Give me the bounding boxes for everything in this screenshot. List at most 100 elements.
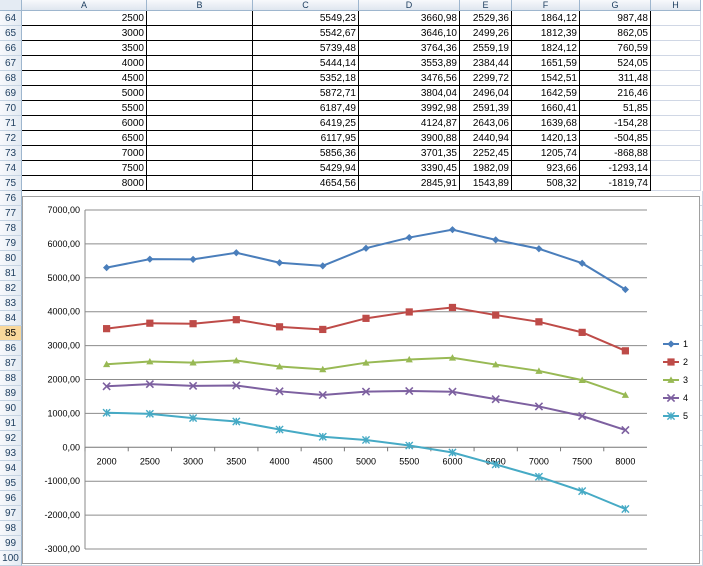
cell-d74[interactable]: 3390,45: [359, 161, 460, 176]
row-header-65[interactable]: 65: [0, 26, 22, 41]
cell-b75[interactable]: [147, 176, 253, 191]
cell-a73[interactable]: 7000: [22, 146, 147, 161]
cell-f72[interactable]: 1420,13: [512, 131, 580, 146]
row-header-83[interactable]: 83: [0, 296, 22, 311]
cell-f64[interactable]: 1864,12: [512, 11, 580, 26]
row-header-92[interactable]: 92: [0, 431, 22, 446]
cell-f75[interactable]: 508,32: [512, 176, 580, 191]
row-header-87[interactable]: 87: [0, 356, 22, 371]
cell-h75[interactable]: [651, 176, 701, 191]
row-header-73[interactable]: 73: [0, 146, 22, 161]
row-header-71[interactable]: 71: [0, 116, 22, 131]
row-header-69[interactable]: 69: [0, 86, 22, 101]
column-header-d[interactable]: D: [359, 0, 460, 11]
cell-b73[interactable]: [147, 146, 253, 161]
cell-g74[interactable]: -1293,14: [580, 161, 651, 176]
cell-c75[interactable]: 4654,56: [253, 176, 359, 191]
column-header-g[interactable]: G: [580, 0, 651, 11]
column-header-b[interactable]: B: [147, 0, 253, 11]
row-header-74[interactable]: 74: [0, 161, 22, 176]
cell-b68[interactable]: [147, 71, 253, 86]
cell-f66[interactable]: 1824,12: [512, 41, 580, 56]
row-header-76[interactable]: 76: [0, 191, 22, 206]
cell-c66[interactable]: 5739,48: [253, 41, 359, 56]
cell-d72[interactable]: 3900,88: [359, 131, 460, 146]
row-header-90[interactable]: 90: [0, 401, 22, 416]
cell-h67[interactable]: [651, 56, 701, 71]
cell-a74[interactable]: 7500: [22, 161, 147, 176]
cell-g68[interactable]: 311,48: [580, 71, 651, 86]
cell-e69[interactable]: 2496,04: [460, 86, 512, 101]
row-header-84[interactable]: 84: [0, 311, 22, 326]
cell-a69[interactable]: 5000: [22, 86, 147, 101]
row-header-80[interactable]: 80: [0, 251, 22, 266]
cell-c65[interactable]: 5542,67: [253, 26, 359, 41]
cell-c73[interactable]: 5856,36: [253, 146, 359, 161]
row-header-99[interactable]: 99: [0, 536, 22, 551]
cell-h68[interactable]: [651, 71, 701, 86]
row-header-94[interactable]: 94: [0, 461, 22, 476]
column-header-e[interactable]: E: [460, 0, 512, 11]
cell-g69[interactable]: 216,46: [580, 86, 651, 101]
row-header-89[interactable]: 89: [0, 386, 22, 401]
cell-e75[interactable]: 1543,89: [460, 176, 512, 191]
cell-b64[interactable]: [147, 11, 253, 26]
cell-a70[interactable]: 5500: [22, 101, 147, 116]
column-header-a[interactable]: A: [22, 0, 147, 11]
cell-e65[interactable]: 2499,26: [460, 26, 512, 41]
cell-b65[interactable]: [147, 26, 253, 41]
cell-g73[interactable]: -868,88: [580, 146, 651, 161]
cell-d68[interactable]: 3476,56: [359, 71, 460, 86]
row-header-64[interactable]: 64: [0, 11, 22, 26]
cell-b66[interactable]: [147, 41, 253, 56]
cell-c67[interactable]: 5444,14: [253, 56, 359, 71]
cell-h71[interactable]: [651, 116, 701, 131]
cell-h72[interactable]: [651, 131, 701, 146]
row-header-98[interactable]: 98: [0, 521, 22, 536]
cell-b69[interactable]: [147, 86, 253, 101]
row-header-93[interactable]: 93: [0, 446, 22, 461]
column-header-f[interactable]: F: [512, 0, 580, 11]
cell-d71[interactable]: 4124,87: [359, 116, 460, 131]
cell-e71[interactable]: 2643,06: [460, 116, 512, 131]
cell-d64[interactable]: 3660,98: [359, 11, 460, 26]
row-header-86[interactable]: 86: [0, 341, 22, 356]
cell-e73[interactable]: 2252,45: [460, 146, 512, 161]
cell-g70[interactable]: 51,85: [580, 101, 651, 116]
cell-e66[interactable]: 2559,19: [460, 41, 512, 56]
cell-f71[interactable]: 1639,68: [512, 116, 580, 131]
cell-b71[interactable]: [147, 116, 253, 131]
cell-h73[interactable]: [651, 146, 701, 161]
cell-a72[interactable]: 6500: [22, 131, 147, 146]
cell-d67[interactable]: 3553,89: [359, 56, 460, 71]
cell-d70[interactable]: 3992,98: [359, 101, 460, 116]
row-header-81[interactable]: 81: [0, 266, 22, 281]
cell-a75[interactable]: 8000: [22, 176, 147, 191]
row-header-75[interactable]: 75: [0, 176, 22, 191]
row-header-82[interactable]: 82: [0, 281, 22, 296]
cell-b74[interactable]: [147, 161, 253, 176]
row-header-95[interactable]: 95: [0, 476, 22, 491]
cell-a64[interactable]: 2500: [22, 11, 147, 26]
cell-c68[interactable]: 5352,18: [253, 71, 359, 86]
cell-h66[interactable]: [651, 41, 701, 56]
cell-g72[interactable]: -504,85: [580, 131, 651, 146]
cell-f74[interactable]: 923,66: [512, 161, 580, 176]
cell-g67[interactable]: 524,05: [580, 56, 651, 71]
row-header-77[interactable]: 77: [0, 206, 22, 221]
cell-e67[interactable]: 2384,44: [460, 56, 512, 71]
cell-f73[interactable]: 1205,74: [512, 146, 580, 161]
cell-d75[interactable]: 2845,91: [359, 176, 460, 191]
cell-f69[interactable]: 1642,59: [512, 86, 580, 101]
line-chart[interactable]: 7000,00 6000,00 5000,00 4000,00 3000,00 2000,…: [22, 196, 700, 564]
cell-f68[interactable]: 1542,51: [512, 71, 580, 86]
cell-e72[interactable]: 2440,94: [460, 131, 512, 146]
cell-g66[interactable]: 760,59: [580, 41, 651, 56]
row-header-67[interactable]: 67: [0, 56, 22, 71]
cell-d65[interactable]: 3646,10: [359, 26, 460, 41]
cell-c64[interactable]: 5549,23: [253, 11, 359, 26]
cell-e70[interactable]: 2591,39: [460, 101, 512, 116]
cell-h64[interactable]: [651, 11, 701, 26]
cell-c70[interactable]: 6187,49: [253, 101, 359, 116]
row-header-78[interactable]: 78: [0, 221, 22, 236]
